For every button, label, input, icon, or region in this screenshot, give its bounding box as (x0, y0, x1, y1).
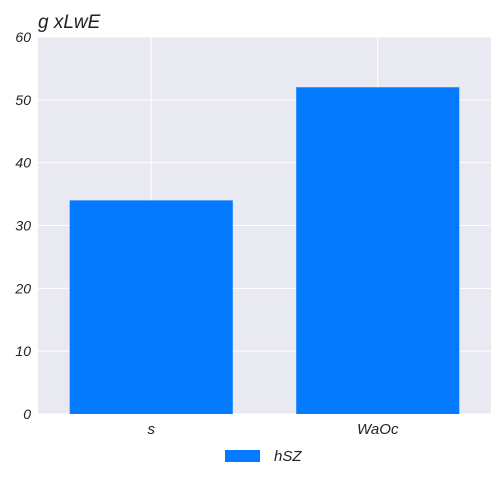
y-tick-label: 20 (14, 280, 31, 296)
legend: hSZ (225, 448, 302, 465)
bars (69, 87, 460, 415)
y-tick-label: 40 (15, 155, 31, 171)
bar (296, 87, 460, 415)
y-tick-label: 10 (15, 343, 31, 359)
x-tick-label: s (148, 421, 156, 438)
legend-swatch (225, 450, 260, 462)
bar (69, 200, 233, 414)
chart-title: g xLwE (38, 12, 101, 33)
x-axis: s WaOc (148, 421, 399, 438)
y-tick-label: 60 (15, 29, 31, 45)
y-tick-label: 0 (23, 406, 31, 422)
y-axis: 0 10 20 30 40 50 60 (14, 29, 31, 422)
legend-label: hSZ (274, 448, 302, 465)
y-tick-label: 30 (15, 218, 31, 234)
y-tick-label: 50 (15, 92, 31, 108)
x-tick-label: WaOc (357, 421, 399, 438)
